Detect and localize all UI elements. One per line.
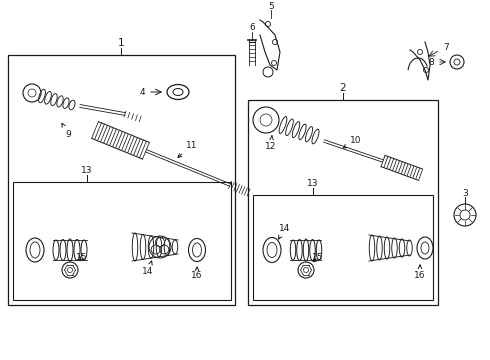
Text: 14: 14 bbox=[142, 261, 154, 276]
Text: 13: 13 bbox=[81, 166, 93, 175]
Bar bbox=[248, 100, 438, 305]
Text: 11: 11 bbox=[178, 140, 198, 157]
Bar bbox=[8, 55, 235, 305]
Text: 12: 12 bbox=[265, 136, 277, 150]
Text: 16: 16 bbox=[191, 267, 203, 280]
Text: 2: 2 bbox=[340, 83, 346, 93]
Text: 15: 15 bbox=[76, 253, 88, 262]
Text: 7: 7 bbox=[443, 42, 449, 51]
Text: 13: 13 bbox=[307, 179, 319, 188]
Text: 14: 14 bbox=[278, 224, 291, 239]
Text: 1: 1 bbox=[118, 38, 124, 48]
Text: 10: 10 bbox=[343, 135, 362, 148]
Bar bbox=[253, 195, 433, 300]
Text: 9: 9 bbox=[62, 123, 71, 139]
Text: 16: 16 bbox=[414, 265, 426, 280]
Text: 8: 8 bbox=[428, 58, 434, 67]
Text: 15: 15 bbox=[312, 253, 324, 262]
Text: 4: 4 bbox=[139, 87, 145, 96]
Bar bbox=[13, 182, 231, 300]
Text: 5: 5 bbox=[268, 1, 274, 10]
Text: 3: 3 bbox=[462, 189, 468, 198]
Text: 6: 6 bbox=[249, 23, 255, 32]
